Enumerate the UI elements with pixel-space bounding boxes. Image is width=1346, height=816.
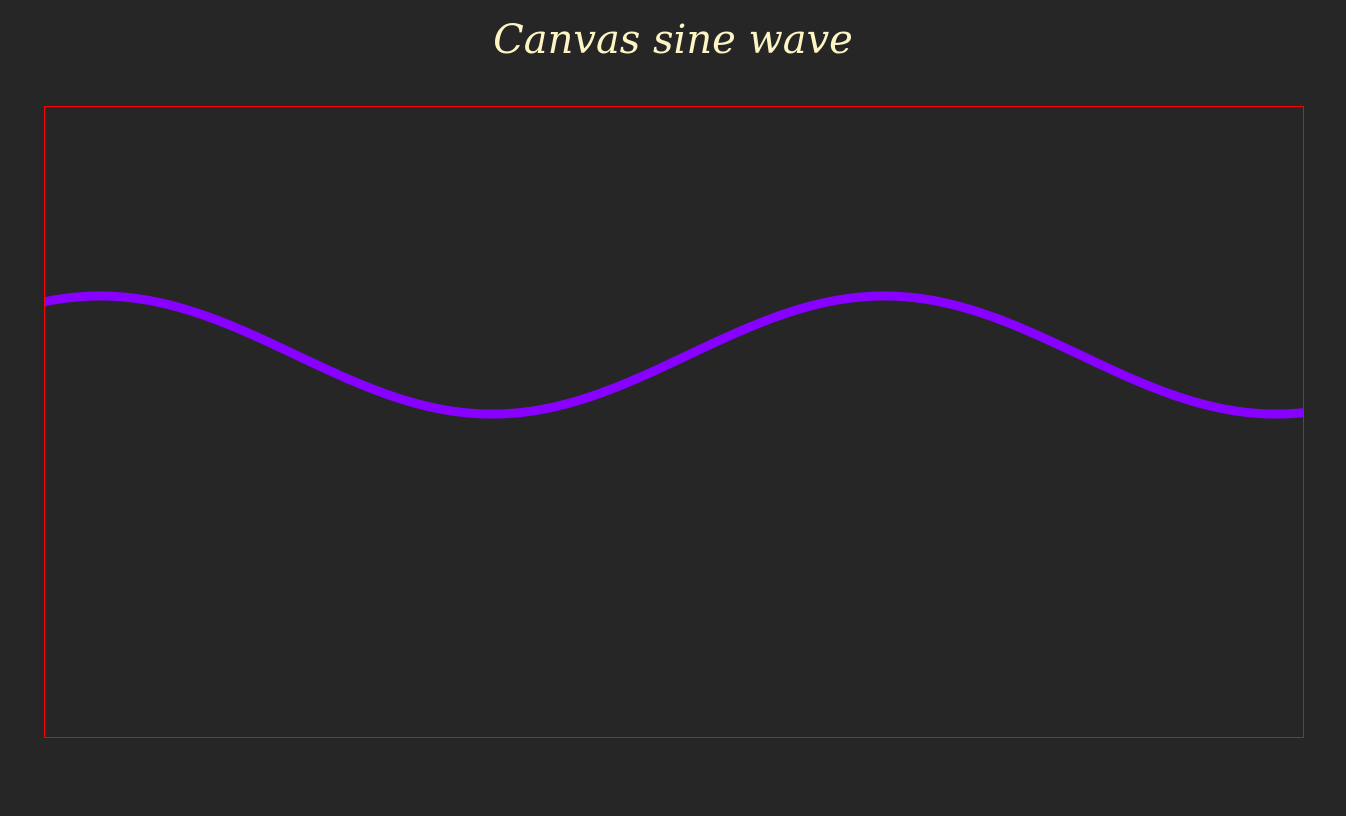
sine-wave-canvas	[45, 291, 1303, 419]
page-title: Canvas sine wave	[493, 17, 853, 63]
canvas-frame	[44, 106, 1304, 738]
sine-wave-line	[45, 291, 1303, 419]
